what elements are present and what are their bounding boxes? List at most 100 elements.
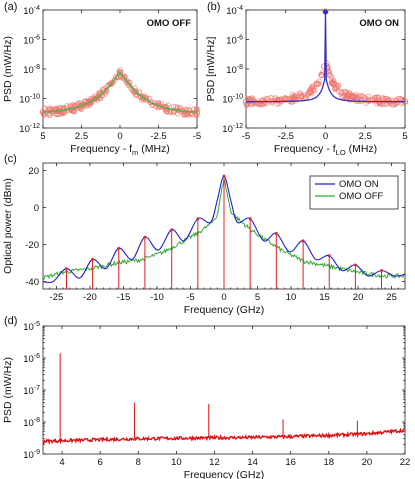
peak-marker <box>323 9 328 15</box>
scatter-marker <box>350 96 357 103</box>
y-tick-label: 10-12 <box>222 123 243 135</box>
y-tick-label: 10-8 <box>226 64 243 76</box>
sideband-marker <box>274 232 278 235</box>
scatter-marker <box>174 110 181 117</box>
panel-0: 5 2.5 0 -2.5 -510-1210-1010-810-610-4(a)PSD … <box>2 1 201 157</box>
x-tick-label: 20 <box>353 292 364 303</box>
x-axis-label: Frequency - fLO (MHz) <box>274 143 377 157</box>
scatter-marker <box>328 73 334 79</box>
scatter-marker <box>97 95 104 102</box>
panel-3: 4 6 8 10 12 14 16 18 20 2210-910-810-710-610-5(d)… <box>2 315 410 479</box>
sideband-marker <box>65 267 68 271</box>
scatter-marker <box>267 97 274 104</box>
x-tick-label: -25 <box>50 292 64 303</box>
scatter-marker <box>338 89 345 95</box>
x-tick-label: -5 <box>186 292 194 303</box>
x-tick-label: -5 <box>242 131 250 142</box>
sideband-marker <box>170 228 174 232</box>
sideband-marker <box>91 257 95 261</box>
tick-base: 10 <box>23 36 34 47</box>
panel-label: (d) <box>4 315 17 327</box>
tick-exponent: -5 <box>34 321 40 328</box>
tick-base: 10 <box>19 95 30 106</box>
y-tick-label: 10-4 <box>226 5 243 17</box>
sideband-marker <box>353 263 357 267</box>
tick-exponent: -12 <box>30 123 40 130</box>
x-axis-label: Frequency (GHz) <box>184 469 265 479</box>
x-tick-label: 14 <box>247 457 258 468</box>
y-axis-label: PSD [mW/Hz] <box>205 37 217 102</box>
x-tick-label: 12 <box>209 457 220 468</box>
scatter-marker <box>345 92 351 99</box>
sideband-marker <box>196 217 200 220</box>
scatter-marker <box>329 79 335 86</box>
x-tick-label: 6 <box>98 457 103 468</box>
scatter-marker <box>309 83 315 89</box>
scatter-marker <box>133 92 139 98</box>
tick-base: 10 <box>23 386 34 397</box>
scatter-marker <box>174 104 181 110</box>
scatter-marker <box>316 81 322 87</box>
legend-box <box>309 175 399 210</box>
y-tick-label: 10-5 <box>23 321 40 333</box>
sideband-marker <box>301 239 305 243</box>
tick-base: 10 <box>23 6 34 17</box>
scatter-marker <box>373 94 380 100</box>
x-tick-label: 2.5 <box>359 131 372 142</box>
tick-exponent: -10 <box>233 94 243 101</box>
x-tick-label: 2.5 <box>75 131 88 142</box>
tick-exponent: -4 <box>237 5 243 12</box>
tick-base: 10 <box>23 418 34 429</box>
x-label-suffix: (MHz) <box>138 143 170 155</box>
x-axis-label: Frequency - fm (MHz) <box>70 143 170 157</box>
sideband-marker <box>380 269 383 272</box>
x-tick-label: 5 <box>40 131 45 142</box>
fit-line <box>42 70 198 113</box>
scatter-marker <box>390 102 396 108</box>
y-tick-label: 10-6 <box>23 35 40 47</box>
scatter-marker <box>302 92 308 99</box>
y-axis-label: PSD (mW/Hz) <box>2 357 14 423</box>
scatter-marker <box>336 88 342 95</box>
tick-exponent: -4 <box>34 5 40 12</box>
x-tick-label: -2.5 <box>150 131 166 142</box>
scatter-marker <box>256 98 262 104</box>
x-label-subscript: m <box>132 148 138 157</box>
scatter-marker <box>341 89 347 95</box>
x-tick-label: -15 <box>117 292 131 303</box>
y-tick-label: 20 <box>28 166 39 177</box>
x-axis-label: Frequency (GHz) <box>184 304 265 316</box>
scatter-marker <box>358 97 365 103</box>
x-tick-label: 0 <box>323 131 328 142</box>
x-tick-label: -5 <box>193 131 201 142</box>
scatter-marker <box>332 86 338 92</box>
x-tick-label: -2.5 <box>278 131 294 142</box>
tick-base: 10 <box>19 124 30 135</box>
panel-label: (a) <box>4 1 17 13</box>
x-tick-label: 15 <box>319 292 330 303</box>
tick-base: 10 <box>23 354 34 365</box>
tick-base: 10 <box>226 6 237 17</box>
y-tick-label: 10-8 <box>23 64 40 76</box>
y-axis-label: PSD (mW/Hz) <box>2 36 14 102</box>
x-label-main: Frequency - f <box>70 143 132 155</box>
tick-base: 10 <box>226 65 237 76</box>
sideband-marker <box>117 246 121 250</box>
panel-2: -25 -20 -15 -10 -5 0 5 10 15 20 25 -40 -20 0 20 (c) Opti… <box>2 153 406 316</box>
tick-exponent: -7 <box>34 385 40 392</box>
x-tick-label: 10 <box>286 292 297 303</box>
y-tick-label: 10-6 <box>23 353 40 365</box>
sideband-marker <box>327 254 331 258</box>
x-tick-label: 25 <box>386 292 397 303</box>
tick-exponent: -10 <box>30 94 40 101</box>
x-tick-label: 22 <box>400 457 411 468</box>
scatter-marker <box>347 97 353 103</box>
x-tick-label: 5 <box>255 292 260 303</box>
tick-base: 10 <box>226 36 237 47</box>
x-label-suffix: (MHz) <box>346 143 378 155</box>
tick-exponent: -8 <box>237 64 243 71</box>
tick-base: 10 <box>23 450 34 461</box>
legend-entry: OMO OFF <box>339 191 384 202</box>
sideband-marker <box>248 217 252 220</box>
